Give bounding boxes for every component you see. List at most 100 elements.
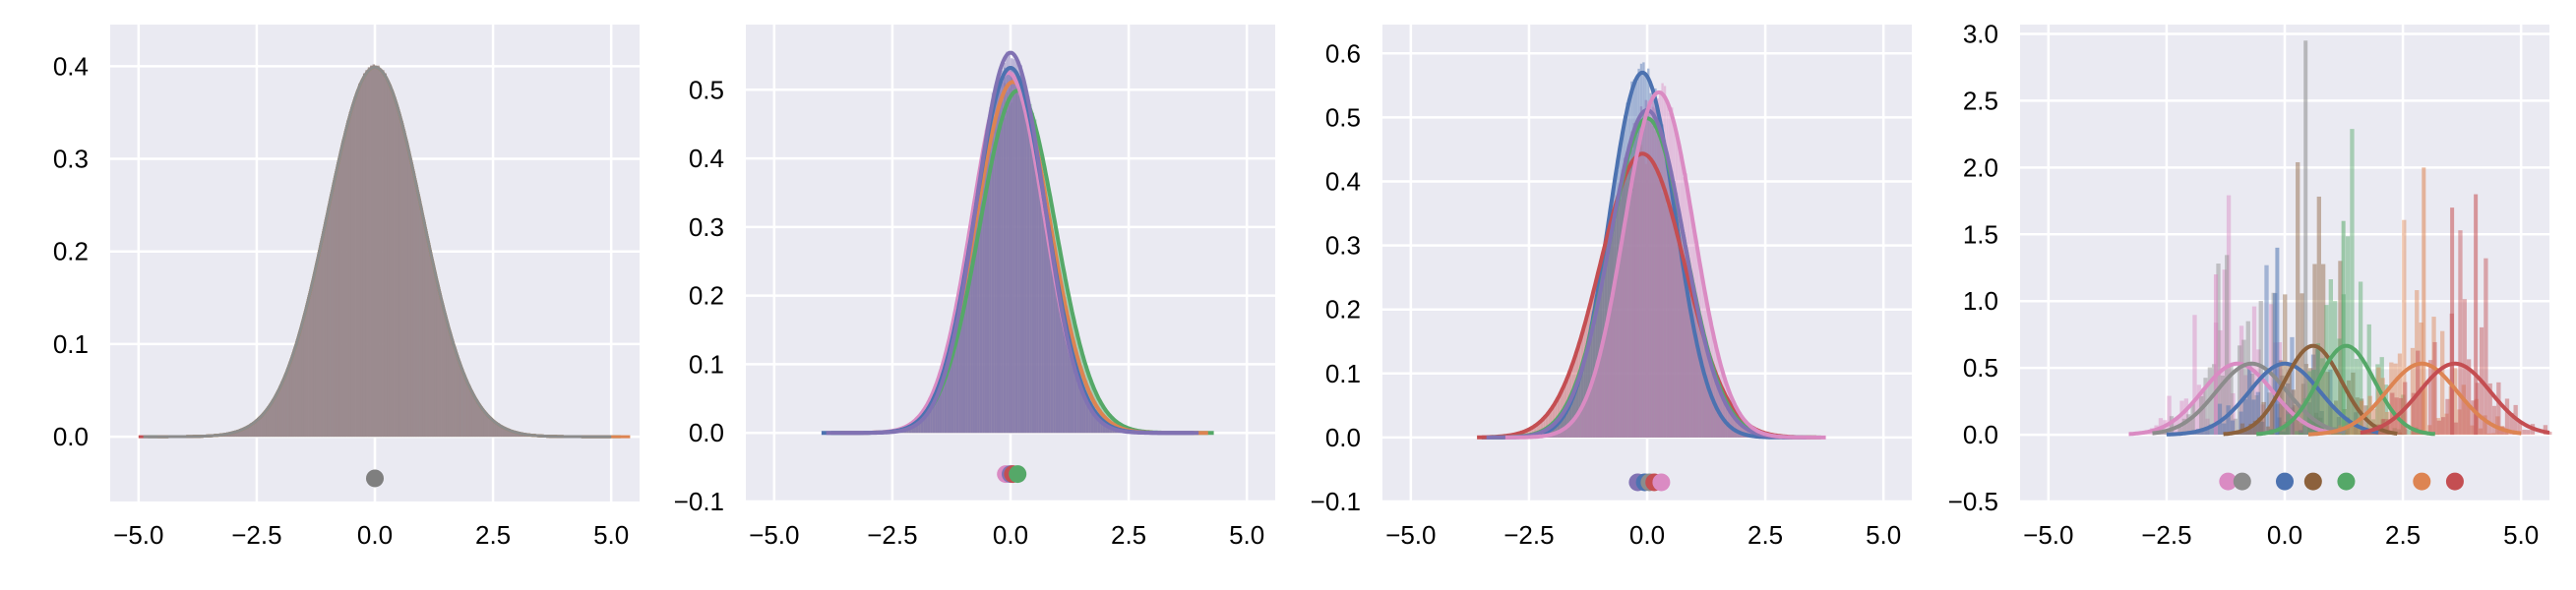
hist-bar bbox=[344, 136, 346, 437]
hist-bar bbox=[1020, 65, 1022, 433]
hist-bar bbox=[1619, 249, 1621, 438]
mean-marker-3 bbox=[2276, 473, 2294, 491]
hist-bar bbox=[420, 206, 422, 437]
hist-bar bbox=[257, 420, 259, 437]
hist-bar bbox=[2454, 423, 2458, 435]
hist-bar bbox=[389, 87, 391, 437]
y-tick-label: 0.1 bbox=[53, 329, 89, 359]
hist-bar bbox=[337, 161, 339, 437]
y-tick-label: −0.1 bbox=[1311, 487, 1361, 516]
hist-bar bbox=[294, 346, 296, 437]
hist-bar bbox=[2522, 430, 2526, 435]
hist-bar bbox=[351, 109, 353, 437]
hist-bar bbox=[1029, 120, 1031, 433]
hist-bar bbox=[259, 417, 261, 437]
y-tick-label: 2.5 bbox=[1963, 86, 1998, 115]
y-tick-label: 0.5 bbox=[1325, 102, 1361, 132]
y-tick-label: 3.0 bbox=[1963, 20, 1998, 49]
hist-bar bbox=[2226, 405, 2230, 435]
hist-bar bbox=[297, 338, 299, 437]
hist-bar bbox=[278, 389, 280, 437]
hist-spike bbox=[2422, 167, 2425, 435]
hist-bar bbox=[1024, 97, 1026, 433]
y-tick-label: 0.6 bbox=[1325, 38, 1361, 68]
y-tick-label: 0.2 bbox=[689, 281, 724, 311]
hist-bar bbox=[346, 123, 348, 437]
hist-bar bbox=[330, 196, 332, 437]
hist-bar bbox=[486, 415, 488, 438]
y-tick-label: 0.3 bbox=[1325, 231, 1361, 261]
hist-bar bbox=[1041, 185, 1043, 433]
hist-bar bbox=[394, 101, 396, 437]
mean-marker-4 bbox=[1009, 465, 1026, 483]
hist-bar bbox=[385, 80, 387, 437]
hist-bar bbox=[1630, 191, 1632, 438]
hist-bar bbox=[1713, 339, 1715, 438]
hist-bar bbox=[2437, 421, 2441, 435]
hist-bar bbox=[392, 95, 394, 438]
hist-bar bbox=[415, 187, 417, 438]
hist-bar bbox=[412, 172, 414, 437]
hist-bar bbox=[2492, 406, 2496, 435]
hist-bar bbox=[302, 322, 304, 437]
hist-bar bbox=[441, 302, 443, 437]
hist-bar bbox=[1034, 145, 1036, 433]
hist-bar bbox=[1009, 53, 1011, 433]
y-tick-label: 0.0 bbox=[689, 418, 724, 447]
x-tick-label: 2.5 bbox=[2385, 520, 2421, 550]
hist-bar bbox=[1048, 236, 1050, 433]
hist-bar bbox=[1673, 122, 1675, 437]
x-tick-label: 5.0 bbox=[1229, 520, 1264, 550]
x-tick-label: 0.0 bbox=[1629, 520, 1665, 550]
hist-bar bbox=[2428, 360, 2432, 435]
hist-bar bbox=[410, 162, 412, 437]
hist-bar bbox=[1607, 316, 1609, 438]
hist-bar bbox=[1011, 58, 1012, 433]
y-tick-label: 0.1 bbox=[689, 349, 724, 379]
x-tick-label: 5.0 bbox=[1866, 520, 1901, 550]
x-tick-label: 0.0 bbox=[993, 520, 1028, 550]
hist-bar bbox=[444, 312, 446, 437]
hist-bar bbox=[1642, 119, 1644, 438]
hist-bar bbox=[316, 261, 318, 437]
hist-bar bbox=[464, 380, 466, 438]
hist-bar bbox=[446, 321, 448, 437]
hist-spike bbox=[2450, 207, 2454, 435]
hist-bar bbox=[349, 115, 351, 437]
hist-bar bbox=[387, 85, 389, 438]
hist-bar bbox=[1628, 203, 1630, 438]
hist-bar bbox=[1598, 358, 1600, 438]
hist-bar bbox=[408, 151, 410, 437]
x-tick-label: −2.5 bbox=[2141, 520, 2191, 550]
hist-bar bbox=[375, 66, 377, 437]
mean-marker-6 bbox=[2413, 473, 2430, 491]
mean-marker-1 bbox=[366, 469, 384, 487]
hist-bar bbox=[491, 420, 493, 437]
hist-bar bbox=[405, 142, 407, 437]
hist-bar bbox=[1595, 368, 1597, 438]
x-tick-label: −5.0 bbox=[749, 520, 799, 550]
y-tick-label: 2.0 bbox=[1963, 152, 1998, 182]
hist-bar bbox=[1068, 342, 1070, 433]
mean-marker-4 bbox=[2304, 473, 2322, 491]
hist-bar bbox=[271, 402, 273, 437]
hist-bar bbox=[287, 368, 289, 438]
hist-bar bbox=[380, 74, 382, 437]
x-tick-label: 2.5 bbox=[1111, 520, 1146, 550]
x-tick-label: −5.0 bbox=[1385, 520, 1436, 550]
hist-bar bbox=[341, 145, 343, 437]
hist-bar bbox=[399, 114, 400, 437]
hist-bar bbox=[333, 187, 335, 437]
hist-bar bbox=[1716, 349, 1718, 438]
x-tick-label: −2.5 bbox=[867, 520, 917, 550]
hist-bar bbox=[1015, 61, 1017, 433]
hist-bar bbox=[1640, 133, 1642, 438]
hist-bar bbox=[479, 405, 481, 437]
hist-bar bbox=[1687, 193, 1689, 438]
hist-bar bbox=[1063, 321, 1065, 433]
hist-bar bbox=[476, 402, 478, 437]
